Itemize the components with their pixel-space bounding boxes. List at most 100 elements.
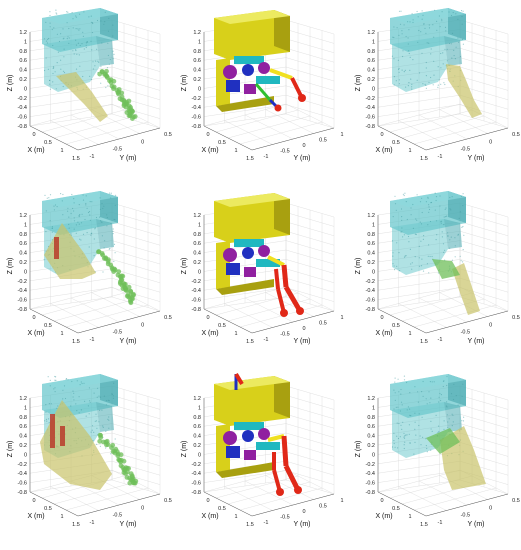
x-tick-label: 0 [206,132,209,138]
green-workspace-cloud [432,259,460,279]
y-axis-label: Y (m) [120,338,137,345]
y-tick-label: 0.5 [512,132,520,138]
x-tick-label: 1.5 [72,156,80,162]
z-tick-label: 0.2 [193,77,201,83]
z-tick-label: -0.6 [192,298,201,304]
z-tick-label: 0.2 [193,260,201,266]
x-tick-label: 1.5 [420,522,428,528]
z-tick-label: 0.8 [193,49,201,55]
z-tick-label: 0.4 [19,251,27,257]
z-tick-label: 1.2 [193,30,201,36]
x-axis-label: X (m) [201,513,218,520]
z-tick-label: 0.2 [19,77,27,83]
z-tick-label: 0.6 [193,241,201,247]
panel-r3c3: 1.2 1 0.8 0.6 0.4 0.2 0 -0.2 -0.4 -0.6 -0.8 Z (m) 0 0… [348,366,521,549]
panel-r2c2: 1.2 1 0.8 0.6 0.4 0.2 0 -0.2 -0.4 -0.6 -0.8 Z (m) 0 0… [174,183,347,366]
y-tick-label: -0.5 [280,149,289,155]
z-tick-label: 1 [372,405,375,411]
y-tick-label: 0 [302,509,305,515]
x-axis-label: X (m) [201,330,218,337]
x-tick-label: 1 [408,148,411,154]
x-axis-label: X (m) [375,330,392,337]
plot-r1c1: 1.2 1 0.8 0.6 0.4 0.2 0 -0.2 -0.4 -0.6 -0.8 Z (m) 0 0… [7,8,172,162]
y-tick-label: 0 [489,139,492,145]
z-tick-label: -0.8 [366,124,375,130]
z-tick-label: -0.4 [192,105,201,111]
green-workspace-cloud [97,68,138,121]
z-tick-label: -0.4 [366,288,375,294]
z-tick-label: 0.4 [193,251,201,257]
y-axis-label: Y (m) [468,155,485,162]
y-tick-label: -1 [438,154,443,160]
z-tick-label: -0.6 [18,298,27,304]
z-tick-label: 1.2 [19,30,27,36]
x-tick-label: 1.5 [72,339,80,345]
z-tick-label: 0.6 [19,241,27,247]
x-tick-label: 1 [60,514,63,520]
z-tick-label: 0.6 [19,58,27,64]
z-axis-label: Z (m) [181,258,188,275]
y-tick-label: -0.5 [280,515,289,521]
z-tick-label: 1 [24,222,27,228]
y-tick-label: -0.5 [280,332,289,338]
yellow-workspace-cloud [446,64,482,118]
x-tick-label: 1.5 [246,522,254,528]
z-tick-label: -0.6 [18,481,27,487]
x-axis-label: X (m) [27,513,44,520]
y-tick-label: 1 [340,315,343,321]
y-axis-label: Y (m) [294,521,311,528]
panel-r3c2: 1.2 1 0.8 0.6 0.4 0.2 0 -0.2 -0.4 -0.6 -0.8 Z (m) 0 0… [174,366,347,549]
y-tick-label: -1 [264,520,269,526]
plot-r3c3: 1.2 1 0.8 0.6 0.4 0.2 0 -0.2 -0.4 -0.6 -0.8 Z (m) 0 0… [355,374,520,528]
z-tick-label: 0.6 [367,424,375,430]
z-tick-label: 0.4 [193,434,201,440]
z-tick-label: 1 [372,39,375,45]
yellow-workspace-cloud [40,400,112,490]
z-tick-label: 0.4 [367,434,375,440]
y-tick-label: 0 [141,505,144,511]
plot-r3c1: 1.2 1 0.8 0.6 0.4 0.2 0 -0.2 -0.4 -0.6 -0.8 Z (m) 0 0… [7,374,172,528]
z-tick-label: 1 [372,222,375,228]
z-axis-label: Z (m) [355,75,362,92]
z-tick-label: -0.4 [18,288,27,294]
y-tick-label: 0 [141,322,144,328]
z-tick-label: 1 [24,39,27,45]
axes-frame: 1.2 1 0.8 0.6 0.4 0.2 0 -0.2 -0.4 -0.6 -0.8 Z (m) 0 0… [181,202,344,345]
z-tick-label: 0.8 [19,415,27,421]
z-tick-label: -0.8 [18,124,27,130]
z-tick-label: 0.6 [367,58,375,64]
x-tick-label: 0.5 [392,140,400,146]
panel-r2c3: 1.2 1 0.8 0.6 0.4 0.2 0 -0.2 -0.4 -0.6 -0.8 Z (m) 0 0… [348,183,521,366]
x-tick-label: 1.5 [420,339,428,345]
z-tick-label: -0.8 [192,307,201,313]
y-tick-label: 0 [302,143,305,149]
y-tick-label: 0.5 [164,498,172,504]
z-tick-label: -0.8 [192,124,201,130]
x-tick-label: 0 [380,132,383,138]
robot-body-pointcloud [390,8,466,92]
x-tick-label: 1.5 [420,156,428,162]
collision-marker [60,426,65,446]
x-tick-label: 0.5 [392,323,400,329]
panel-r2c1: 1.2 1 0.8 0.6 0.4 0.2 0 -0.2 -0.4 -0.6 -0.8 Z (m) 0 0… [0,183,173,366]
x-axis-label: X (m) [375,513,392,520]
z-tick-label: 0.6 [367,241,375,247]
y-tick-label: -0.5 [461,330,470,336]
x-axis-label: X (m) [375,147,392,154]
z-tick-label: 0.8 [19,49,27,55]
y-tick-label: -0.5 [113,147,122,153]
plot-r2c3: 1.2 1 0.8 0.6 0.4 0.2 0 -0.2 -0.4 -0.6 -0.8 Z (m) 0 0… [355,191,520,345]
z-tick-label: 0 [198,452,201,458]
collision-marker [50,414,55,448]
x-tick-label: 0.5 [44,506,52,512]
y-tick-label: 0.5 [512,315,520,321]
robot-cad-model [214,372,302,496]
z-tick-label: -0.2 [192,279,201,285]
green-workspace-cloud [96,249,136,306]
z-tick-label: 0.2 [367,443,375,449]
z-axis-label: Z (m) [7,441,14,458]
yellow-workspace-cloud [452,263,480,315]
green-workspace-cloud [97,432,139,486]
y-tick-label: -0.5 [461,513,470,519]
y-axis-label: Y (m) [294,338,311,345]
